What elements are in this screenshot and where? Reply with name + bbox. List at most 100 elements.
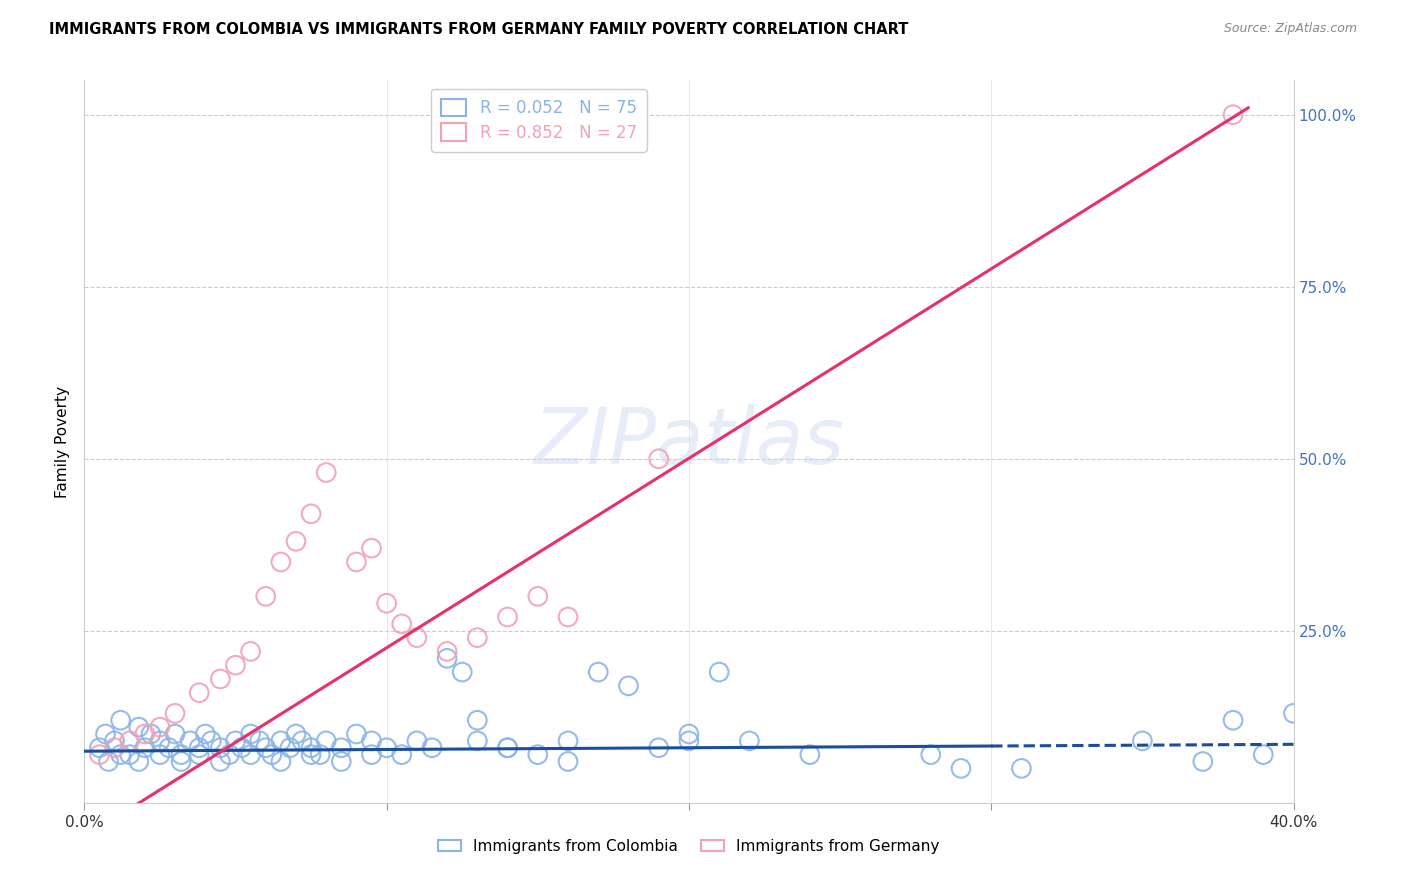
Point	[617, 679, 640, 693]
Point	[157, 740, 180, 755]
Point	[134, 727, 156, 741]
Point	[134, 740, 156, 755]
Point	[89, 740, 111, 755]
Point	[209, 755, 232, 769]
Point	[149, 747, 172, 762]
Point	[1282, 706, 1305, 721]
Point	[209, 740, 232, 755]
Point	[278, 740, 301, 755]
Point	[225, 658, 247, 673]
Point	[209, 672, 232, 686]
Point	[467, 734, 489, 748]
Point	[270, 555, 292, 569]
Point	[375, 740, 398, 755]
Point	[89, 747, 111, 762]
Point	[648, 451, 671, 466]
Point	[406, 734, 429, 748]
Point	[1011, 761, 1033, 775]
Point	[738, 734, 761, 748]
Point	[149, 734, 172, 748]
Text: IMMIGRANTS FROM COLOMBIA VS IMMIGRANTS FROM GERMANY FAMILY POVERTY CORRELATION C: IMMIGRANTS FROM COLOMBIA VS IMMIGRANTS F…	[49, 22, 908, 37]
Point	[360, 747, 382, 762]
Point	[496, 740, 519, 755]
Point	[391, 616, 413, 631]
Point	[557, 734, 579, 748]
Point	[291, 734, 314, 748]
Point	[1192, 755, 1215, 769]
Point	[299, 507, 322, 521]
Legend: Immigrants from Colombia, Immigrants from Germany: Immigrants from Colombia, Immigrants fro…	[432, 833, 946, 860]
Point	[436, 644, 458, 658]
Point	[194, 727, 217, 741]
Point	[346, 555, 368, 569]
Point	[557, 610, 579, 624]
Point	[110, 747, 132, 762]
Point	[285, 727, 308, 741]
Point	[200, 734, 222, 748]
Point	[104, 734, 127, 748]
Point	[118, 734, 141, 748]
Point	[104, 740, 127, 755]
Point	[128, 755, 150, 769]
Point	[118, 747, 141, 762]
Point	[436, 651, 458, 665]
Point	[1222, 713, 1244, 727]
Point	[270, 755, 292, 769]
Point	[467, 713, 489, 727]
Point	[678, 734, 700, 748]
Point	[588, 665, 610, 679]
Point	[375, 596, 398, 610]
Point	[678, 727, 700, 741]
Point	[406, 631, 429, 645]
Point	[239, 747, 262, 762]
Point	[260, 747, 283, 762]
Point	[346, 727, 368, 741]
Point	[451, 665, 474, 679]
Point	[149, 720, 172, 734]
Point	[170, 755, 193, 769]
Point	[557, 755, 579, 769]
Point	[299, 740, 322, 755]
Y-axis label: Family Poverty: Family Poverty	[55, 385, 70, 498]
Point	[139, 727, 162, 741]
Point	[360, 541, 382, 556]
Point	[218, 747, 240, 762]
Point	[1253, 747, 1275, 762]
Point	[239, 644, 262, 658]
Point	[188, 740, 211, 755]
Point	[1130, 734, 1153, 748]
Point	[179, 734, 201, 748]
Point	[239, 727, 262, 741]
Point	[496, 740, 519, 755]
Point	[165, 706, 187, 721]
Point	[249, 734, 271, 748]
Text: ZIPatlas: ZIPatlas	[533, 403, 845, 480]
Point	[315, 466, 337, 480]
Point	[188, 686, 211, 700]
Point	[360, 734, 382, 748]
Point	[254, 740, 277, 755]
Point	[420, 740, 443, 755]
Point	[496, 610, 519, 624]
Point	[270, 734, 292, 748]
Point	[225, 734, 247, 748]
Point	[527, 590, 550, 604]
Point	[315, 734, 337, 748]
Point	[254, 590, 277, 604]
Point	[950, 761, 973, 775]
Point	[709, 665, 731, 679]
Point	[285, 534, 308, 549]
Text: Source: ZipAtlas.com: Source: ZipAtlas.com	[1223, 22, 1357, 36]
Point	[94, 727, 117, 741]
Point	[467, 631, 489, 645]
Point	[231, 740, 253, 755]
Point	[188, 747, 211, 762]
Point	[391, 747, 413, 762]
Point	[330, 740, 353, 755]
Point	[170, 747, 193, 762]
Point	[97, 755, 120, 769]
Point	[309, 747, 332, 762]
Point	[648, 740, 671, 755]
Point	[330, 755, 353, 769]
Point	[165, 727, 187, 741]
